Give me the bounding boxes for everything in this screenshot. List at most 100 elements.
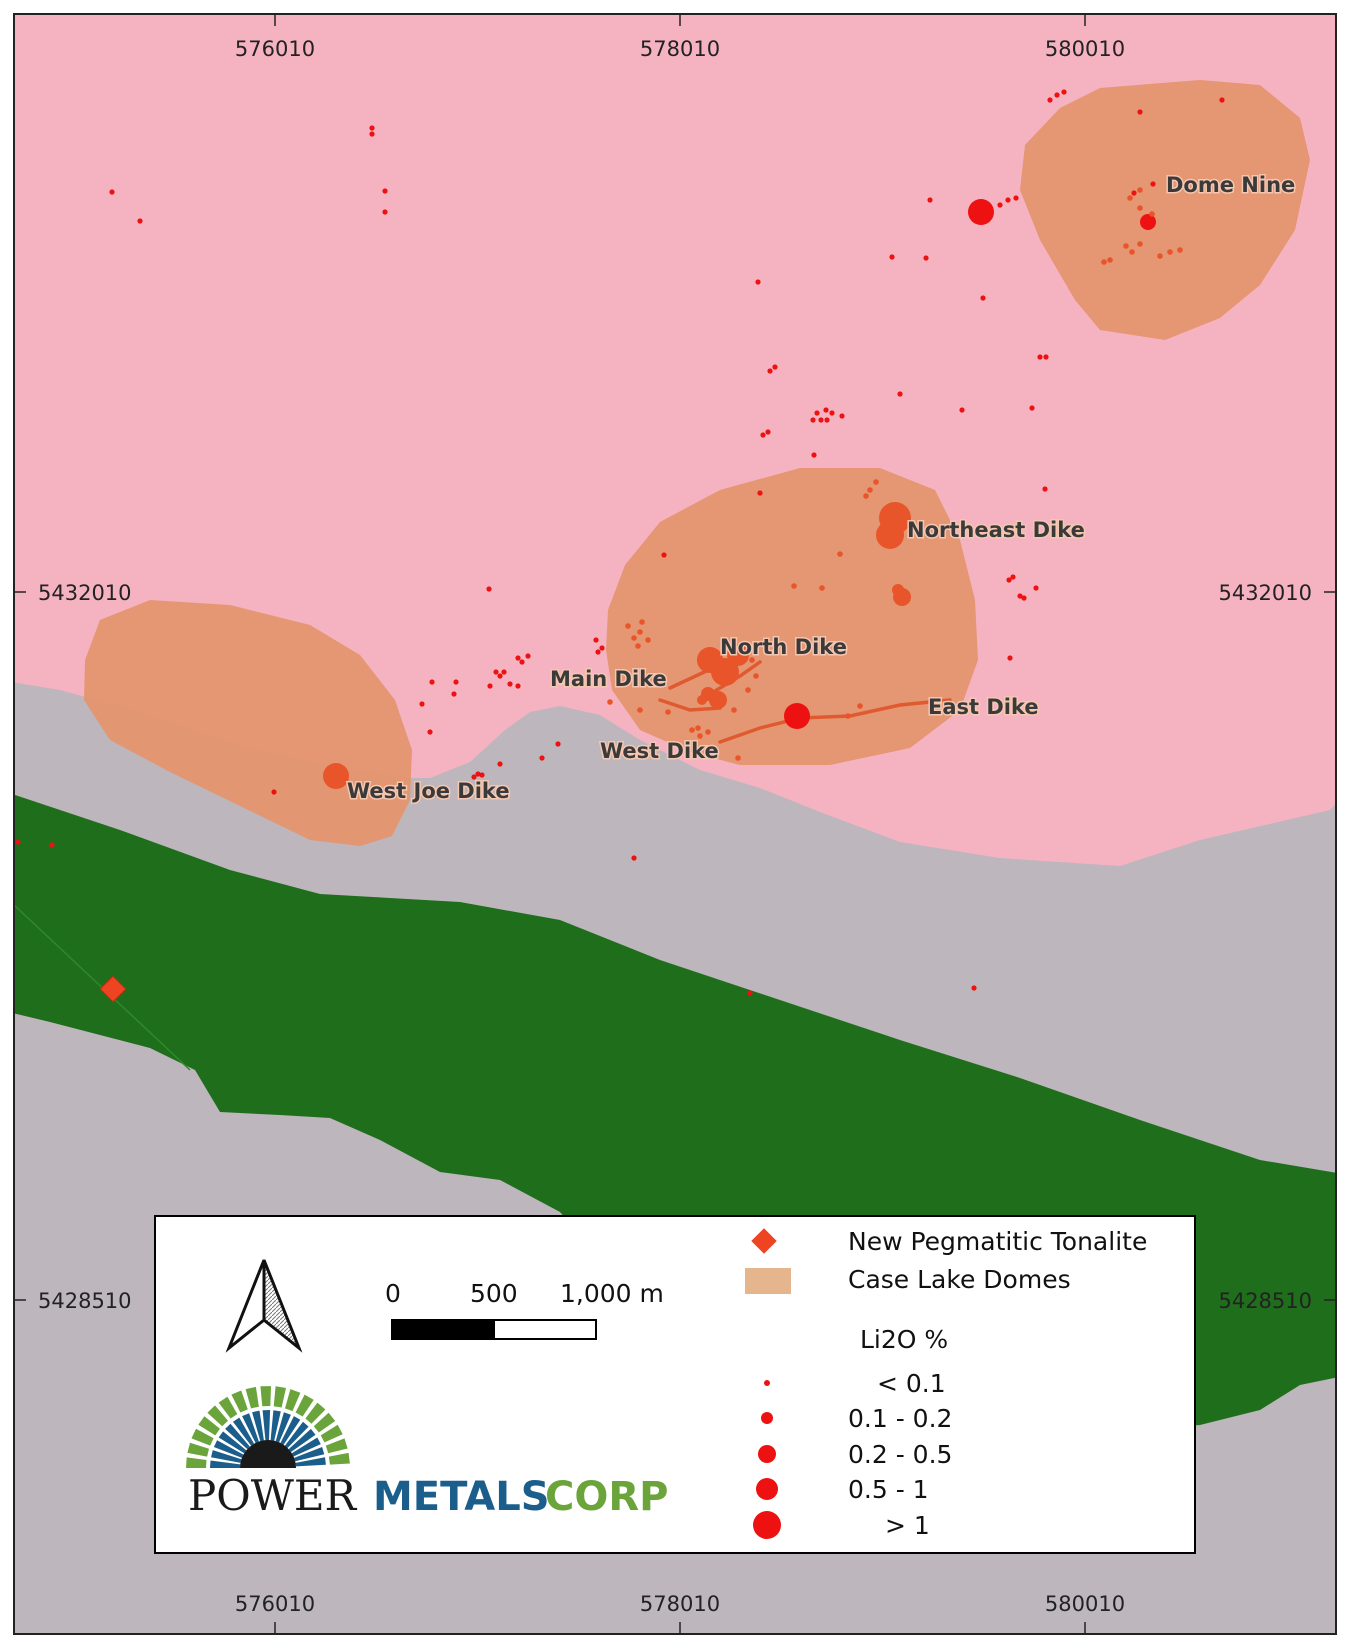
scale-tick-500: 500 — [470, 1279, 518, 1308]
sample-point — [824, 417, 830, 423]
sample-point — [49, 842, 55, 848]
sample-point — [1129, 249, 1135, 255]
sample-point — [689, 727, 695, 733]
sample-point — [814, 410, 820, 416]
sample-point — [1149, 211, 1155, 217]
sample-point — [637, 629, 643, 635]
sample-point — [767, 368, 773, 374]
sample-point — [625, 623, 631, 629]
logo-arc-segment — [305, 1402, 326, 1424]
east-dike-label: East Dike — [928, 695, 1039, 719]
logo-arc-segment — [186, 1457, 207, 1468]
sample-point — [369, 125, 375, 131]
logo-sun-icon — [240, 1440, 296, 1468]
sample-point — [697, 733, 703, 739]
sample-point — [475, 771, 481, 777]
sample-point — [539, 755, 545, 761]
sample-point — [863, 493, 869, 499]
logo-ray — [270, 1410, 281, 1441]
sample-point — [1043, 354, 1049, 360]
northing-label-left-1: 5432010 — [38, 581, 132, 605]
sample-point — [631, 635, 637, 641]
sample-point — [429, 679, 435, 685]
sample-point — [897, 391, 903, 397]
northing-label-right-1: 5432010 — [1218, 581, 1312, 605]
sample-point — [1037, 354, 1043, 360]
logo-arc-segment — [191, 1428, 214, 1446]
sample-point — [515, 683, 521, 689]
northing-label-left-2: 5428510 — [38, 1289, 132, 1313]
sample-point — [753, 673, 759, 679]
sample-point — [1101, 259, 1107, 265]
easting-label-bottom-3: 580010 — [1045, 1592, 1125, 1616]
logo-arc-segment — [325, 1438, 348, 1454]
sample-point — [1123, 243, 1129, 249]
sample-point — [1137, 205, 1143, 211]
sample-point — [382, 209, 388, 215]
logo-arc-segment — [207, 1405, 228, 1427]
sample-point — [757, 490, 763, 496]
logo-ray — [252, 1410, 264, 1442]
scale-tick-0: 0 — [385, 1279, 401, 1308]
sample-point — [665, 709, 671, 715]
sample-point — [735, 755, 741, 761]
sample-point — [1177, 247, 1183, 253]
logo-ray — [213, 1440, 244, 1458]
logo-ray — [288, 1428, 316, 1452]
sample-point — [15, 839, 21, 845]
sample-point — [1042, 486, 1048, 492]
orange-sample-points — [323, 502, 911, 789]
sample-point — [765, 429, 771, 435]
logo-arc-segment — [328, 1452, 350, 1465]
logo-ray — [211, 1450, 242, 1463]
sample-point — [555, 741, 561, 747]
easting-label-bottom-1: 576010 — [235, 1592, 315, 1616]
sample-point — [661, 552, 667, 558]
sample-point — [1061, 89, 1067, 95]
sample-point — [486, 586, 492, 592]
new-pegmatitic-tonalite-marker — [99, 975, 127, 1003]
sample-point — [433, 791, 439, 797]
sample-point — [1047, 97, 1053, 103]
sample-point — [631, 855, 637, 861]
sample-point — [497, 761, 503, 767]
sample-point — [487, 683, 493, 689]
sample-point — [1017, 593, 1023, 599]
logo-ray — [275, 1412, 291, 1443]
logo-ray — [295, 1457, 326, 1467]
sample-point — [593, 637, 599, 643]
sample-point — [923, 255, 929, 261]
logo-arc-segment — [320, 1424, 343, 1443]
legend-class-4-label: 0.5 - 1 — [848, 1475, 929, 1504]
sample-point — [829, 410, 835, 416]
sample-point — [639, 619, 645, 625]
sample-point — [873, 479, 879, 485]
grid-ticks — [14, 14, 1336, 1634]
sample-point — [501, 669, 507, 675]
low-grade-sample-points — [15, 89, 1225, 996]
sample-point — [635, 643, 641, 649]
sample-point — [1033, 585, 1039, 591]
logo-arc-segment — [231, 1390, 248, 1413]
logo-ray — [280, 1416, 301, 1445]
sample-point — [599, 645, 605, 651]
sample-point — [1131, 190, 1137, 196]
legend-panel: 0 500 1,000 m New Pegmatitic Tonalite Ca… — [154, 1215, 1196, 1554]
sample-point — [695, 725, 701, 731]
low-grade-orange-sample-points — [607, 187, 1183, 761]
northeast-dike-label: Northeast Dike — [907, 518, 1085, 542]
logo-word-corp: CORP — [545, 1474, 668, 1520]
sample-point — [645, 637, 651, 643]
sample-point — [811, 452, 817, 458]
dome-nine-polygon — [1020, 80, 1310, 340]
sample-point — [607, 699, 613, 705]
logo-arc-segment — [218, 1396, 238, 1419]
sample-point — [453, 679, 459, 685]
sample-point — [109, 189, 115, 195]
scale-tick-1000: 1,000 m — [560, 1279, 664, 1308]
legend-class-2-label: 0.1 - 0.2 — [848, 1404, 952, 1433]
sample-point — [1013, 195, 1019, 201]
sample-point — [837, 551, 843, 557]
legend-class-3-label: 0.2 - 0.5 — [848, 1440, 952, 1469]
sample-point — [479, 772, 485, 778]
